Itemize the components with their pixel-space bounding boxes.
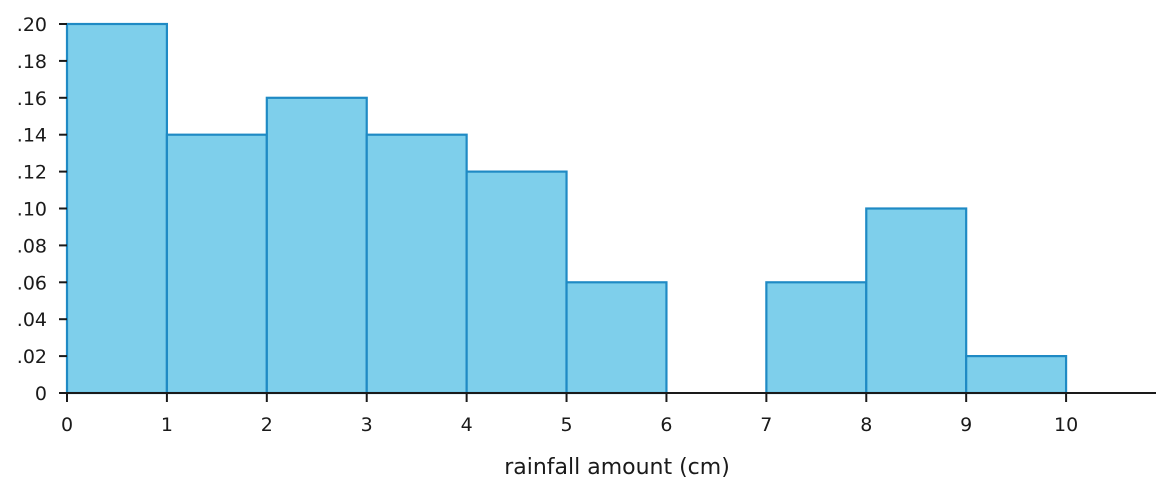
x-tick-label: 1 <box>161 414 173 436</box>
x-tick-label: 9 <box>960 414 972 436</box>
x-tick-label: 10 <box>1054 414 1078 436</box>
histogram-bar-3-4 <box>365 133 468 395</box>
x-ticks-group: 0 1 2 3 4 5 6 7 8 9 10 <box>61 393 1078 436</box>
x-axis-title: rainfall amount (cm) <box>504 455 730 480</box>
y-tick-label: .06 <box>17 272 47 294</box>
y-tick-label: 0 <box>35 383 47 405</box>
y-tick-label: .14 <box>17 125 47 147</box>
histogram-bar-8-9 <box>865 207 968 395</box>
x-tick-label: 0 <box>61 414 73 436</box>
x-tick-label: 4 <box>461 414 473 436</box>
histogram-bar-0-1 <box>65 22 169 395</box>
histogram-bar-9-10 <box>965 355 1068 395</box>
x-tick-label: 3 <box>361 414 373 436</box>
y-tick-label: .16 <box>17 88 47 110</box>
y-tick-label: .18 <box>17 51 47 73</box>
y-tick-label: .08 <box>17 235 47 257</box>
y-tick-label: .10 <box>17 199 47 221</box>
histogram-bar-1-2 <box>165 133 268 395</box>
histogram-bar-4-5 <box>465 170 568 395</box>
histogram-bar-5-6 <box>565 281 668 395</box>
x-tick-label: 8 <box>860 414 872 436</box>
y-tick-label: .12 <box>17 162 47 184</box>
histogram-bar-7-8 <box>765 281 868 395</box>
bars-group <box>65 22 1068 395</box>
x-tick-label: 5 <box>560 414 572 436</box>
y-ticks-group: 0 .02 .04 .06 .08 .10 .12 .14 .16 .18 .20 <box>17 14 67 405</box>
x-tick-label: 2 <box>261 414 273 436</box>
y-tick-label: .04 <box>17 309 47 331</box>
histogram-bar-2-3 <box>265 96 368 395</box>
x-tick-label: 6 <box>660 414 672 436</box>
y-tick-label: .02 <box>17 346 47 368</box>
y-tick-label: .20 <box>17 14 47 36</box>
x-tick-label: 7 <box>760 414 772 436</box>
